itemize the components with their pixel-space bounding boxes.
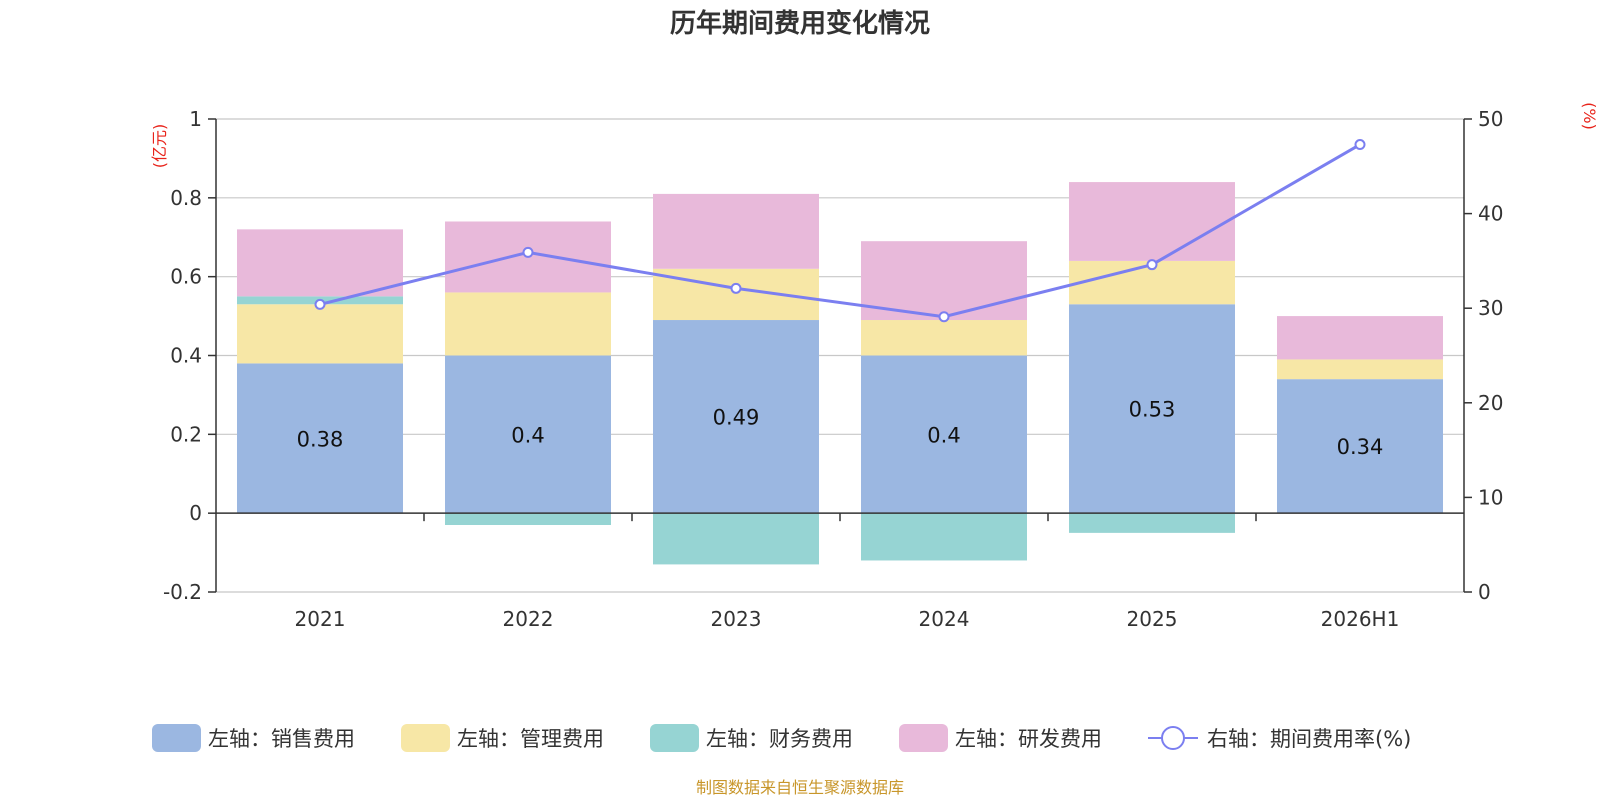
legend-swatch — [152, 724, 201, 752]
bar-segment — [1277, 379, 1443, 514]
rate-point — [1146, 259, 1158, 271]
x-tick-label: 2023 — [711, 607, 762, 631]
bar-segment — [1277, 359, 1443, 380]
rate-point — [314, 298, 326, 310]
source-note: 制图数据来自恒生聚源数据库 — [696, 778, 904, 797]
bar-segment — [653, 268, 819, 321]
data-label: 0.4 — [511, 423, 544, 447]
rate-point — [730, 282, 742, 294]
x-tick-label: 2021 — [295, 607, 346, 631]
bar-segment — [653, 320, 819, 514]
legend-label: 左轴：财务费用 — [706, 727, 853, 751]
data-label: 0.38 — [297, 427, 344, 451]
bar-segment — [237, 229, 403, 297]
bar-segment — [653, 513, 819, 565]
x-tick-label: 2024 — [919, 607, 970, 631]
bar-segment — [445, 355, 611, 514]
y-left-tick-label: 0.8 — [170, 186, 202, 210]
bar-segment — [1069, 513, 1235, 533]
legend-swatch — [899, 724, 948, 752]
y-left-tick-label: 0.6 — [170, 265, 202, 289]
y-left-tick-label: 0 — [189, 501, 202, 525]
y-left-tick-label: -0.2 — [163, 580, 202, 604]
legend-label: 右轴：期间费用率(%) — [1207, 727, 1411, 751]
rate-point — [1354, 139, 1366, 151]
x-tick-label: 2022 — [503, 607, 554, 631]
data-label: 0.4 — [927, 423, 960, 447]
y-left-tick-label: 0.4 — [170, 344, 202, 368]
bar-segment — [861, 241, 1027, 321]
y-right-tick-label: 50 — [1478, 107, 1503, 131]
chart-title: 历年期间费用变化情况 — [670, 8, 930, 39]
legend-label: 左轴：研发费用 — [955, 727, 1102, 751]
y-right-tick-label: 40 — [1478, 202, 1503, 226]
bar-segment — [861, 355, 1027, 514]
y-right-tick-label: 30 — [1478, 296, 1503, 320]
x-tick-label: 2025 — [1127, 607, 1178, 631]
legend-line-marker — [1161, 726, 1185, 750]
rate-line — [319, 143, 1361, 319]
bar-segment — [1069, 182, 1235, 261]
x-tick-label: 2026H1 — [1321, 607, 1400, 631]
bar-segment — [1277, 316, 1443, 360]
y-right-tick-label: 0 — [1478, 580, 1491, 604]
bar-segment — [445, 513, 611, 525]
y-right-tick-label: 20 — [1478, 391, 1503, 415]
bar-segment — [445, 292, 611, 356]
bar-segment — [237, 363, 403, 514]
bar-segment — [237, 304, 403, 364]
y-left-unit-label: (亿元) — [150, 124, 169, 169]
bar-segment — [1069, 304, 1235, 514]
legend-swatch — [401, 724, 450, 752]
y-left-tick-label: 0.2 — [170, 422, 202, 446]
legend-swatch — [650, 724, 699, 752]
legend-label: 左轴：销售费用 — [208, 727, 355, 751]
rate-point — [938, 311, 950, 323]
bar-segment — [653, 193, 819, 269]
y-right-tick-label: 10 — [1478, 485, 1503, 509]
y-left-tick-label: 1 — [189, 107, 202, 131]
rate-point — [522, 246, 534, 258]
data-label: 0.53 — [1129, 398, 1176, 422]
bar-segment — [861, 513, 1027, 561]
data-label: 0.49 — [713, 406, 760, 430]
bar-segment — [861, 320, 1027, 356]
data-label: 0.34 — [1337, 435, 1384, 459]
legend-label: 左轴：管理费用 — [457, 727, 604, 751]
y-right-unit-label: (%) — [1580, 102, 1599, 130]
